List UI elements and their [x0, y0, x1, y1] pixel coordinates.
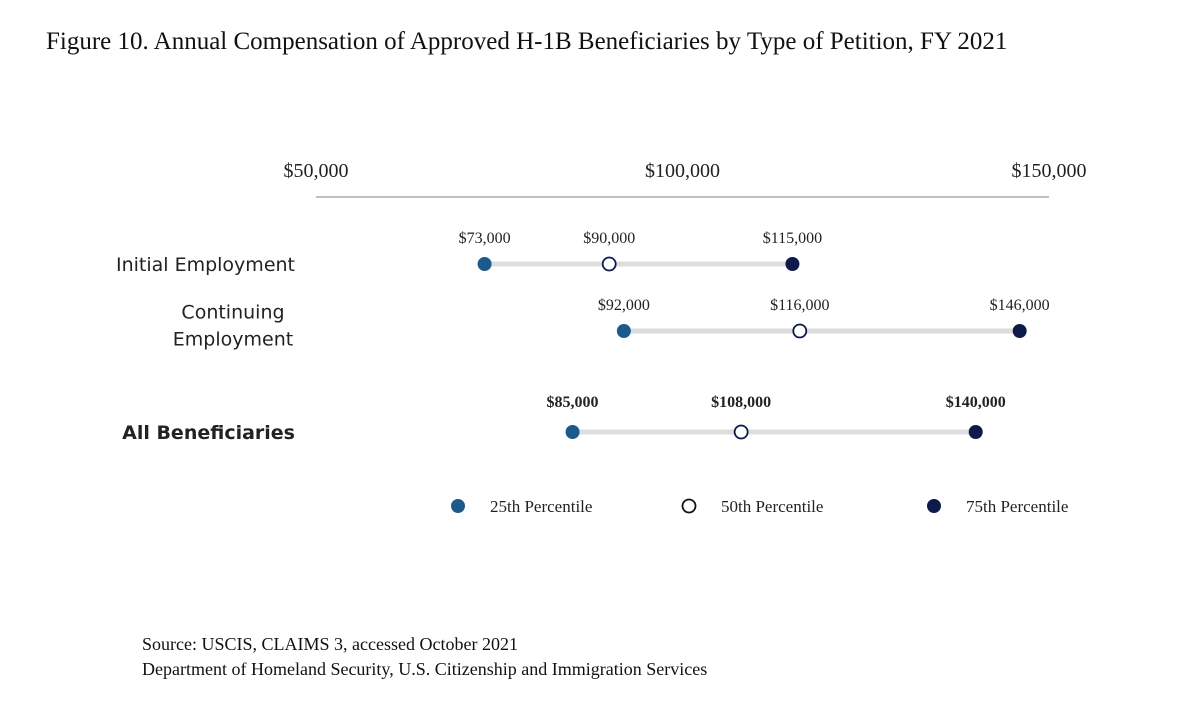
- legend-marker: [681, 498, 697, 514]
- row-label: Employment: [173, 329, 293, 351]
- legend-label: 75th Percentile: [966, 497, 1068, 516]
- data-point: [565, 425, 580, 439]
- row-label: Initial Employment: [116, 254, 295, 276]
- legend-label: 50th Percentile: [721, 497, 823, 516]
- row-label: All Beneficiaries: [122, 422, 295, 444]
- legend-marker: [927, 499, 941, 513]
- data-label: $73,000: [459, 230, 511, 247]
- data-point: [616, 324, 631, 338]
- legend-marker: [451, 499, 465, 513]
- data-point: [968, 425, 983, 439]
- data-point: [477, 257, 492, 271]
- data-label: $92,000: [598, 297, 650, 314]
- data-point: [785, 257, 800, 271]
- data-point: [1012, 324, 1027, 338]
- source-line-2: Department of Homeland Security, U.S. Ci…: [142, 659, 708, 679]
- data-point: [792, 323, 808, 339]
- source-note: Source: USCIS, CLAIMS 3, accessed Octobe…: [142, 632, 707, 682]
- data-point: [733, 424, 749, 440]
- x-tick-label: $150,000: [1012, 160, 1087, 182]
- data-label: $115,000: [763, 230, 822, 247]
- data-label: $116,000: [770, 297, 829, 314]
- chart-title: Figure 10. Annual Compensation of Approv…: [46, 28, 1008, 55]
- legend-label: 25th Percentile: [490, 497, 592, 516]
- data-label: $85,000: [547, 394, 599, 411]
- x-tick-label: $100,000: [645, 160, 720, 182]
- x-tick-label: $50,000: [284, 160, 349, 182]
- data-label: $146,000: [990, 297, 1050, 314]
- data-point: [601, 256, 617, 272]
- source-line-1: Source: USCIS, CLAIMS 3, accessed Octobe…: [142, 634, 518, 654]
- data-label: $140,000: [946, 394, 1006, 411]
- data-label: $108,000: [711, 394, 771, 411]
- data-label: $90,000: [583, 230, 635, 247]
- row-label: Continuing: [181, 302, 284, 324]
